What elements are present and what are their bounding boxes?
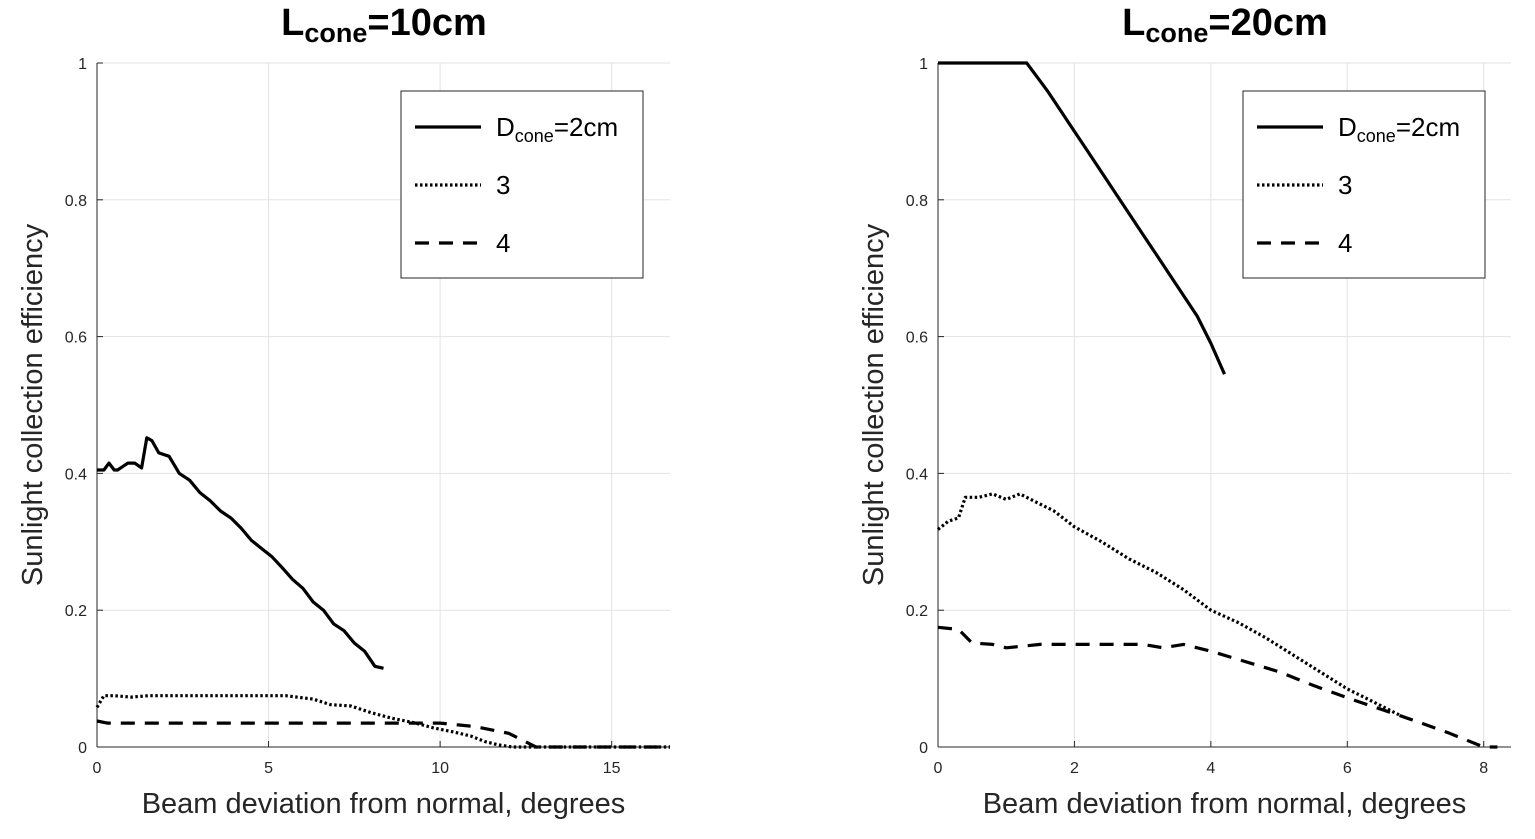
chart-title-subscript: cone	[304, 18, 367, 48]
legend-entry-name: D	[1338, 112, 1357, 142]
x-tick-label: 15	[603, 760, 621, 777]
x-tick-label: 0	[93, 760, 102, 777]
legend-entry-subscript: cone	[1357, 126, 1396, 146]
y-tick-label: 0.2	[906, 603, 928, 620]
chart-title: Lcone=10cm	[281, 2, 487, 48]
legend-entry-rest: =2cm	[554, 112, 618, 142]
series-line-solid	[97, 436, 384, 670]
chart-title-rest: =10cm	[367, 2, 486, 44]
legend-entry-name: 3	[1338, 170, 1352, 200]
chart-panel-2: 0 2 4 6 8 0 0.2 0.4 0.6 0.8 1 Beam deviation from n…	[858, 2, 1511, 820]
y-tick-label: 0.4	[65, 466, 87, 483]
legend-entry: 4	[1338, 228, 1352, 258]
y-tick-label: 0.8	[65, 193, 87, 210]
y-axis-label: Sunlight collection efficiency	[17, 223, 49, 586]
series-line-solid	[938, 61, 1226, 375]
legend-entry-subscript: cone	[515, 126, 554, 146]
legend: Dcone=2cm 3 4	[1242, 90, 1486, 279]
y-tick-label: 0	[919, 740, 928, 757]
chart-title-rest: =20cm	[1208, 2, 1327, 44]
legend-entry: 4	[496, 228, 510, 258]
x-tick-label: 8	[1479, 760, 1488, 777]
y-axis-label: Sunlight collection efficiency	[858, 223, 890, 586]
y-tick-label: 0.6	[906, 330, 928, 347]
series-line-dotted	[95, 694, 670, 749]
y-tick-label: 0.4	[906, 466, 928, 483]
legend-entry-rest: =2cm	[1396, 112, 1460, 142]
legend-entry: Dcone=2cm	[496, 112, 618, 146]
chart-title-main: L	[1122, 2, 1145, 44]
legend-entry: Dcone=2cm	[1338, 112, 1460, 146]
legend-entry-name: 4	[496, 228, 510, 258]
x-tick-label: 2	[1070, 760, 1079, 777]
x-tick-label: 4	[1206, 760, 1215, 777]
series-line-dotted	[936, 492, 1403, 718]
legend-entry: 3	[496, 170, 510, 200]
y-tick-label: 0.6	[65, 330, 87, 347]
x-tick-label: 5	[264, 760, 273, 777]
y-tick-label: 1	[919, 56, 928, 73]
series-line-dashed	[937, 625, 1498, 749]
series-line-dashed	[96, 719, 670, 749]
x-axis-label: Beam deviation from normal, degrees	[983, 788, 1467, 820]
x-axis-label: Beam deviation from normal, degrees	[142, 788, 626, 820]
x-tick-label: 10	[431, 760, 449, 777]
y-tick-label: 0.8	[906, 193, 928, 210]
legend-entry-name: 3	[496, 170, 510, 200]
y-tick-label: 0.2	[65, 603, 87, 620]
chart-title: Lcone=20cm	[1122, 2, 1328, 48]
x-tick-label: 6	[1343, 760, 1352, 777]
legend-entry-name: 4	[1338, 228, 1352, 258]
y-tick-label: 1	[78, 56, 87, 73]
y-tick-label: 0	[78, 740, 87, 757]
x-tick-label: 0	[934, 760, 943, 777]
chart-title-subscript: cone	[1145, 18, 1208, 48]
legend-entry: 3	[1338, 170, 1352, 200]
legend-entry-name: D	[496, 112, 515, 142]
chart-panel-1: 0 5 10 15 0 0.2 0.4 0.6 0.8 1 Beam deviation from …	[17, 2, 670, 820]
chart-title-main: L	[281, 2, 304, 44]
legend: Dcone=2cm 3 4	[400, 90, 644, 279]
